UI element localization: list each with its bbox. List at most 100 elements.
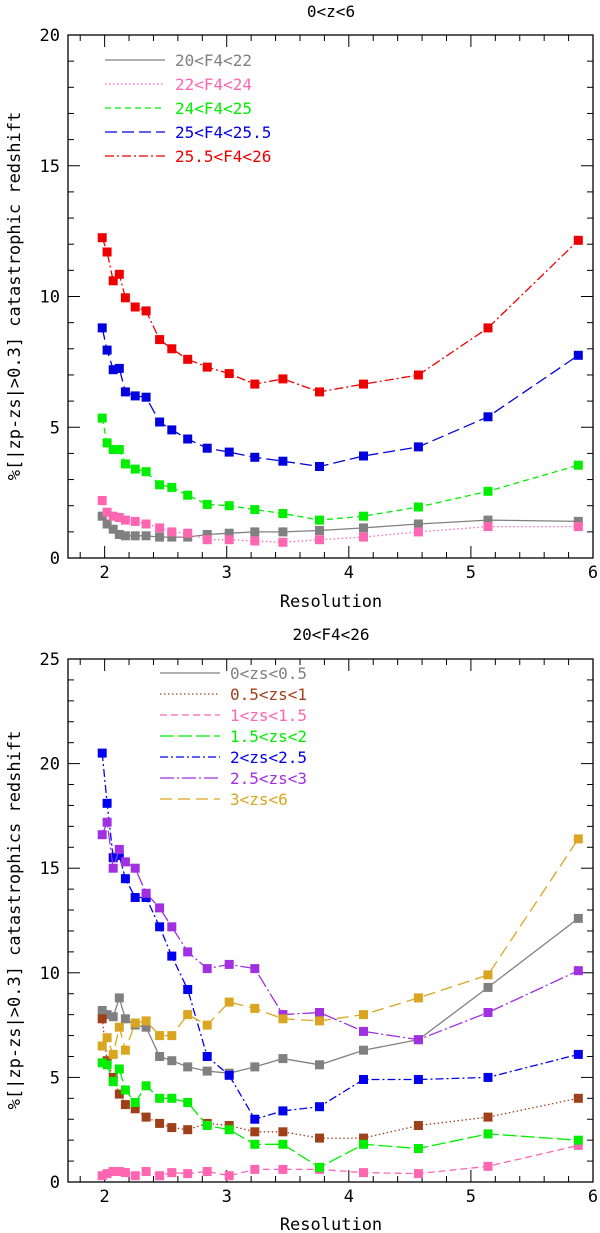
data-point: [167, 527, 177, 537]
data-point: [413, 1144, 423, 1153]
data-point: [120, 1085, 130, 1095]
data-point: [359, 1010, 368, 1020]
data-point: [483, 412, 493, 422]
legend-item: 20<F4<22: [105, 51, 252, 70]
y-tick-label: 0: [50, 549, 60, 569]
data-point: [120, 515, 130, 525]
y-tick-label: 10: [40, 288, 60, 308]
chart-bottom: 20<F4<26 2 3 4 5 6 0 5 10 15 20 25 Resolution %[|…: [5, 625, 598, 1233]
y-tick-label: 10: [40, 964, 60, 984]
data-point: [573, 1140, 583, 1150]
data-point: [167, 1123, 177, 1133]
data-point: [108, 863, 118, 873]
data-point: [155, 1171, 165, 1181]
data-point: [413, 442, 423, 452]
data-point: [413, 519, 423, 529]
x-tick-label: 6: [588, 1187, 598, 1207]
data-point: [202, 535, 212, 545]
data-point: [130, 464, 140, 474]
data-point: [573, 1049, 583, 1059]
data-point: [278, 1014, 288, 1024]
data-point: [250, 1114, 260, 1124]
data-point: [315, 1162, 324, 1172]
data-point: [483, 1072, 493, 1082]
data-point: [108, 853, 118, 863]
data-point: [250, 527, 260, 537]
data-point: [114, 1089, 124, 1099]
data-point: [155, 532, 165, 542]
data-point: [141, 392, 151, 402]
data-point: [97, 413, 107, 423]
series-1<zs<1.5: [97, 1140, 583, 1181]
x-tick-label: 6: [588, 563, 598, 583]
data-point: [155, 335, 165, 345]
series-line: [101, 237, 579, 393]
data-point: [224, 528, 234, 538]
data-point: [102, 798, 112, 808]
chart-title: 0<z<6: [307, 2, 355, 21]
series-1.5<zs<2: [97, 1058, 583, 1172]
data-point: [167, 532, 177, 542]
data-point: [483, 1129, 493, 1139]
legend-label: 0.5<zs<1: [230, 685, 307, 704]
data-point: [183, 1098, 193, 1107]
data-point: [183, 1125, 193, 1135]
series-line: [101, 917, 579, 1074]
data-point: [224, 1070, 234, 1080]
data-point: [108, 365, 118, 375]
x-tick-label: 5: [466, 1187, 476, 1207]
data-point: [573, 913, 583, 923]
data-series-group: [97, 748, 583, 1181]
data-point: [114, 363, 124, 373]
data-point: [250, 452, 260, 462]
data-point: [278, 509, 288, 518]
data-point: [183, 490, 193, 500]
data-point: [573, 1135, 583, 1145]
y-tick-label: 5: [50, 1068, 60, 1088]
data-point: [120, 387, 130, 397]
data-point: [155, 480, 165, 490]
data-point: [359, 523, 368, 533]
y-tick-labels: 0 5 10 15 20 25: [40, 650, 60, 1193]
data-point: [141, 1016, 151, 1026]
legend-label: 22<F4<24: [175, 75, 252, 94]
data-point: [167, 1168, 177, 1178]
data-point: [108, 524, 118, 534]
legend: 20<F4<22 22<F4<24 24<F4<25 25<F4<25.5 25.5<F…: [105, 51, 271, 166]
data-point: [278, 527, 288, 537]
data-point: [108, 445, 118, 454]
data-point: [483, 1161, 493, 1171]
data-point: [315, 1133, 324, 1143]
series-line: [101, 1062, 579, 1169]
data-point: [102, 1010, 112, 1020]
data-point: [108, 276, 118, 286]
data-point: [315, 1016, 324, 1026]
data-point: [120, 1168, 130, 1178]
data-point: [483, 1008, 493, 1017]
data-point: [97, 1014, 107, 1024]
data-point: [114, 1167, 124, 1176]
data-point: [413, 370, 423, 380]
data-point: [278, 1127, 288, 1137]
data-point: [97, 511, 107, 521]
data-point: [167, 425, 177, 435]
data-point: [278, 456, 288, 466]
y-tick-label: 20: [40, 755, 60, 775]
data-point: [141, 306, 151, 316]
data-point: [573, 1093, 583, 1103]
data-point: [224, 369, 234, 379]
data-point: [359, 1026, 368, 1036]
data-point: [120, 874, 130, 884]
x-tick-label: 3: [222, 1187, 232, 1207]
x-axis-title: Resolution: [280, 592, 382, 612]
data-point: [130, 531, 140, 541]
legend-item: 24<F4<25: [105, 99, 252, 118]
data-point: [483, 515, 493, 525]
x-tick-labels: 2 3 4 5 6: [100, 1187, 599, 1207]
data-point: [278, 537, 288, 547]
data-point: [573, 350, 583, 360]
data-point: [130, 391, 140, 401]
y-axis-title: %[|zp-zs|>0.3] catastrophic redshift: [5, 112, 25, 480]
data-point: [183, 528, 193, 538]
x-tick-label: 5: [466, 563, 476, 583]
